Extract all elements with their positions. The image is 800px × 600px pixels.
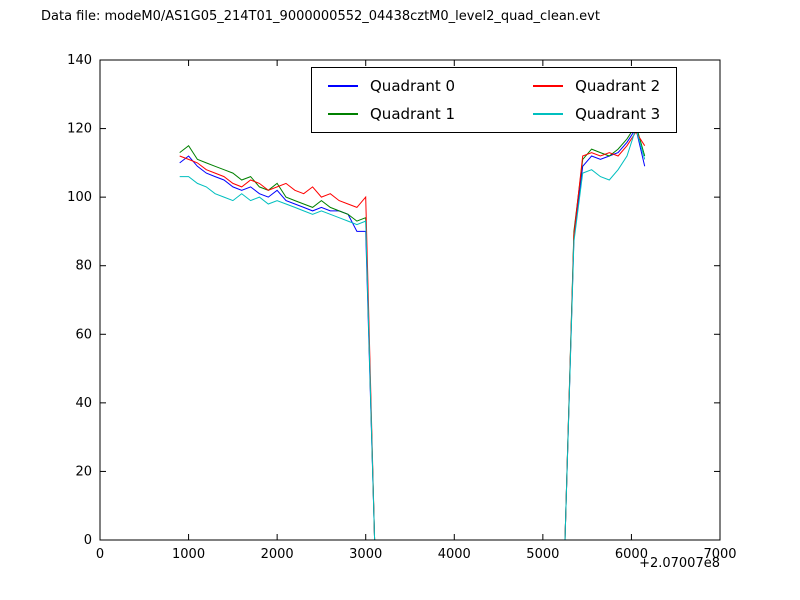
legend-entry-quadrant-3: Quadrant 3 [533,105,660,123]
x-tick-label: 4000 [438,547,471,562]
y-tick-label: 120 [67,122,92,137]
y-tick-label: 40 [75,396,92,411]
y-tick-label: 100 [67,190,92,205]
x-tick-label: 7000 [703,547,736,562]
series-line-1 [179,123,646,541]
y-tick-label: 20 [75,464,92,479]
x-tick-label: 3000 [349,547,382,562]
legend: Quadrant 0 Quadrant 1 Quadrant 2 Quadran… [311,67,678,133]
legend-entry-quadrant-2: Quadrant 2 [533,77,660,95]
legend-label-quadrant-3: Quadrant 3 [575,105,661,123]
legend-label-quadrant-0: Quadrant 0 [370,77,456,95]
series-line-2 [179,131,646,541]
axes-frame [99,59,721,541]
x-tick-label: 0 [96,547,104,562]
chart-title: Data file: modeM0/AS1G05_214T01_90000005… [41,9,600,24]
x-axis-offset-label: +2.07007e8 [639,556,720,571]
x-tick-label: 1000 [172,547,205,562]
y-tick-label: 140 [67,53,92,68]
series-line-3 [179,126,646,541]
legend-entry-quadrant-1: Quadrant 1 [328,105,455,123]
y-tick-label: 60 [75,327,92,342]
x-tick-label: 5000 [526,547,559,562]
legend-line-quadrant-0-icon [328,85,358,87]
legend-line-quadrant-1-icon [328,113,358,115]
y-tick-label: 0 [84,533,92,548]
x-tick-label: 2000 [261,547,294,562]
legend-line-quadrant-2-icon [533,85,564,87]
legend-label-quadrant-2: Quadrant 2 [575,77,661,95]
x-tick-label: 6000 [615,547,648,562]
legend-line-quadrant-3-icon [533,113,564,115]
series-line-0 [179,127,646,541]
legend-label-quadrant-1: Quadrant 1 [370,105,456,123]
legend-entry-quadrant-0: Quadrant 0 [328,77,455,95]
y-tick-label: 80 [75,259,92,274]
